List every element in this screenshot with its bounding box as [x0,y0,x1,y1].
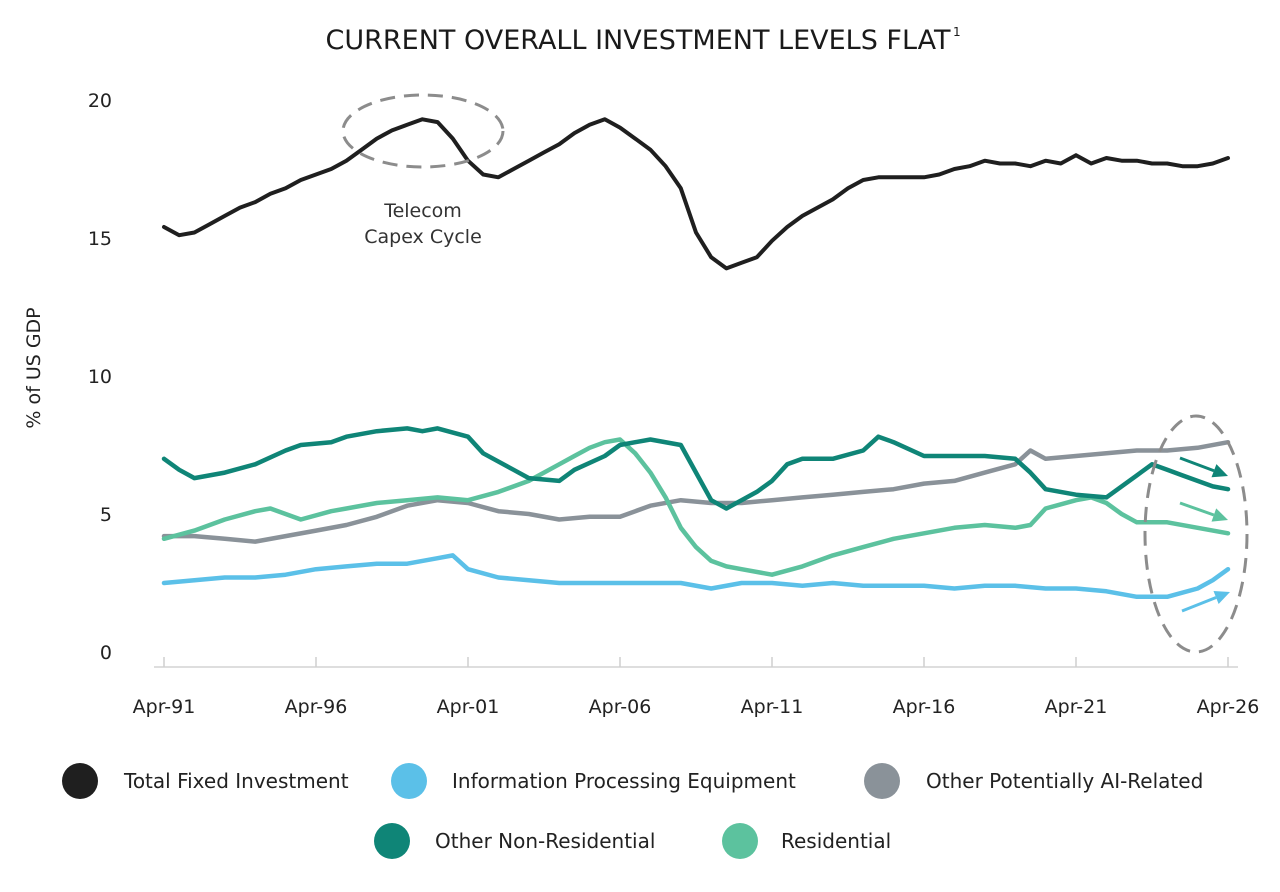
legend-swatch [864,763,900,799]
telecom-annotation-text: Capex Cycle [364,226,482,248]
chart-title-group: CURRENT OVERALL INVESTMENT LEVELS FLAT 1 [326,25,961,56]
series-line-other-potentially-ai-related [161,439,1231,544]
trend-arrow-head [1211,508,1228,522]
annotations: Telecom Capex Cycle [341,93,1249,654]
trend-arrow-head [1213,591,1230,605]
legend-item: Information Processing Equipment [391,763,796,799]
x-tick-label: Apr-16 [893,696,956,718]
legend-item: Other Non-Residential [374,823,655,859]
y-axis-label: % of US GDP [23,307,45,428]
series-lines [161,117,1231,600]
chart-title: CURRENT OVERALL INVESTMENT LEVELS FLAT [326,25,951,56]
trend-arrow-shaft [1179,456,1215,473]
series-line-residential [161,437,1231,577]
legend-swatch [62,763,98,799]
legend-label: Other Potentially AI-Related [926,769,1203,793]
x-tick-label: Apr-01 [437,696,500,718]
y-tick-label: 0 [100,642,112,664]
x-tick-label: Apr-26 [1197,696,1260,718]
y-tick-label: 20 [88,90,112,112]
legend-swatch [722,823,758,859]
telecom-annotation-text: Telecom [383,200,462,222]
legend-item: Residential [722,823,891,859]
x-tick-label: Apr-06 [589,696,652,718]
series-line-information-processing-equipment [161,553,1231,600]
trend-arrow-head [1211,464,1228,478]
x-tick-label: Apr-91 [133,696,196,718]
y-tick-label: 5 [100,504,112,526]
y-tick-label: 10 [88,366,112,388]
trend-arrow-shaft [1181,596,1217,613]
recent-trend-ellipse [1143,414,1249,654]
legend-label: Residential [781,829,891,853]
legend-swatch [391,763,427,799]
y-tick-label: 15 [88,228,112,250]
trend-arrow-shaft [1179,501,1215,517]
legend: Total Fixed Investment Information Proces… [62,763,1203,859]
legend-label: Information Processing Equipment [452,769,796,793]
chart-title-footnote: 1 [953,25,961,39]
series-line-other-non-residential [161,426,1231,511]
legend-label: Total Fixed Investment [123,769,349,793]
legend-item: Other Potentially AI-Related [864,763,1203,799]
x-tick-label: Apr-21 [1045,696,1108,718]
legend-swatch [374,823,410,859]
x-tick-label: Apr-96 [285,696,348,718]
legend-label: Other Non-Residential [435,829,655,853]
series-line-total-fixed-investment [162,117,1230,271]
legend-item: Total Fixed Investment [62,763,349,799]
telecom-highlight-ellipse [341,93,505,169]
axes: 0 5 10 15 20 Apr-91 Apr-96 Apr-01 Apr-06 Apr-11 Ap… [88,90,1260,718]
x-tick-label: Apr-11 [741,696,804,718]
